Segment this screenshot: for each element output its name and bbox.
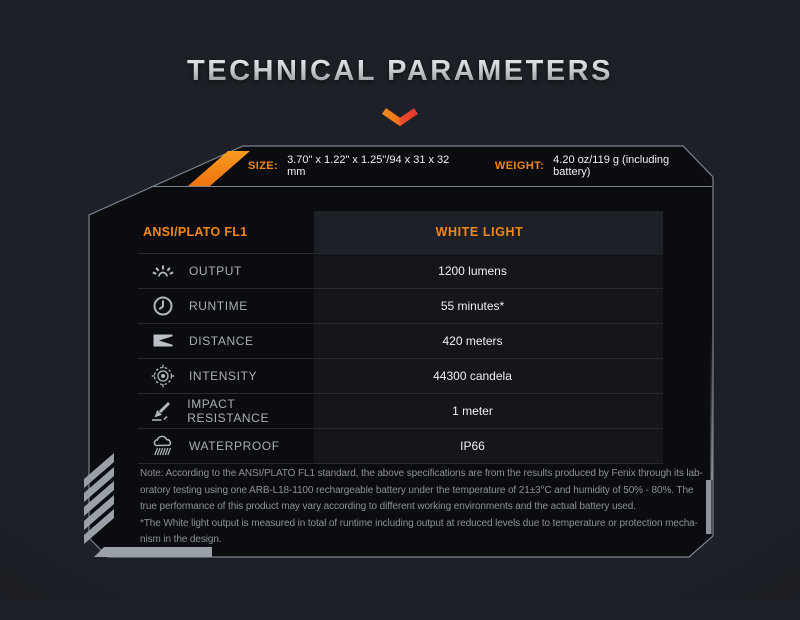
spec-value: 44300 candela xyxy=(314,359,663,393)
runtime-clock-icon xyxy=(146,294,180,318)
orange-accent-slash xyxy=(188,151,250,186)
size-value: 3.70" x 1.22" x 1.25"/94 x 31 x 32 mm xyxy=(287,154,450,178)
spec-label: IMPACT RESISTANCE xyxy=(187,397,270,425)
spec-value: 420 meters xyxy=(314,324,663,358)
hazard-stripes-decoration xyxy=(84,453,114,544)
footnote-line: oratory testing using one ARB-L18-1100 r… xyxy=(140,484,694,496)
size-weight-bar: SIZE: 3.70" x 1.22" x 1.25"/94 x 31 x 32… xyxy=(246,146,708,186)
page-title: TECHNICAL PARAMETERS xyxy=(0,55,800,88)
footnote-line: *The White light output is measured in t… xyxy=(140,517,698,529)
footnote-line: Note: According to the ANSI/PLATO FL1 st… xyxy=(140,468,703,479)
spec-label: WATERPROOF xyxy=(189,439,280,453)
table-row: OUTPUT 1200 lumens xyxy=(138,253,663,288)
table-header-row: ANSI/PLATO FL1 WHITE LIGHT xyxy=(138,211,663,253)
beam-intensity-icon xyxy=(146,364,180,388)
spec-label: OUTPUT xyxy=(189,264,242,278)
footnote-line: true performance of this product may var… xyxy=(140,501,636,512)
table-row: IMPACT RESISTANCE 1 meter xyxy=(138,393,663,428)
size-label: SIZE: xyxy=(248,160,279,172)
table-row: INTENSITY 44300 candela xyxy=(138,358,663,393)
footnote: Note: According to the ANSI/PLATO FL1 st… xyxy=(140,466,703,549)
bottom-accent-bar xyxy=(94,547,212,557)
spec-label: DISTANCE xyxy=(189,334,254,348)
table-row: WATERPROOF IP66 xyxy=(138,428,663,463)
beam-distance-icon xyxy=(146,329,180,353)
chevron-down-icon xyxy=(382,108,418,127)
table-row: DISTANCE 420 meters xyxy=(138,323,663,358)
waterproof-rain-icon xyxy=(146,434,180,458)
spec-value: IP66 xyxy=(314,429,663,463)
spec-value: 1 meter xyxy=(314,394,663,428)
light-output-icon xyxy=(146,259,180,283)
footnote-line: nism in the design. xyxy=(140,534,222,545)
weight-label: WEIGHT: xyxy=(494,160,545,172)
spec-value: 55 minutes* xyxy=(314,289,663,323)
spec-table: ANSI/PLATO FL1 WHITE LIGHT OUTPUT 120 xyxy=(138,211,663,464)
spec-label: RUNTIME xyxy=(189,299,248,313)
spec-value: 1200 lumens xyxy=(314,254,663,288)
right-edge-highlight xyxy=(710,335,713,480)
spec-label: INTENSITY xyxy=(189,369,258,383)
right-accent-bar xyxy=(706,480,712,534)
table-row: RUNTIME 55 minutes* xyxy=(138,288,663,323)
impact-resistance-icon xyxy=(146,399,178,423)
table-header-white-light: WHITE LIGHT xyxy=(314,211,663,253)
table-header-standard: ANSI/PLATO FL1 xyxy=(143,225,248,239)
weight-value: 4.20 oz/119 g (including battery) xyxy=(553,154,670,178)
